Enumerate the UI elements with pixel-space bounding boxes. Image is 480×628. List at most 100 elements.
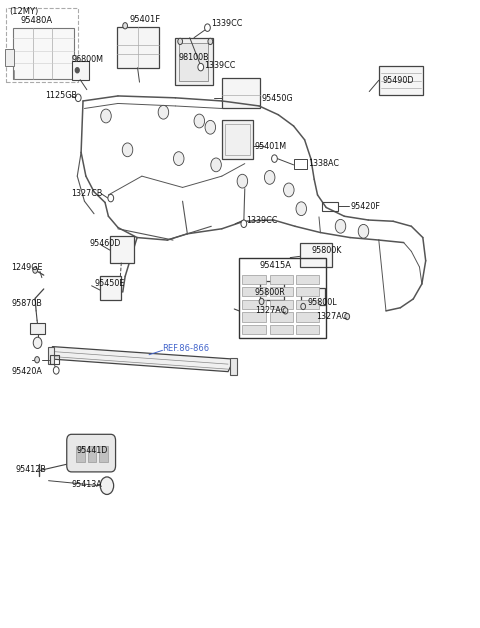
Bar	[110, 236, 134, 263]
Circle shape	[194, 114, 204, 128]
Bar	[100, 276, 121, 300]
Bar	[5, 49, 14, 67]
Text: 98100B: 98100B	[178, 53, 209, 62]
Circle shape	[122, 143, 133, 157]
Circle shape	[272, 155, 277, 163]
Bar	[296, 312, 319, 322]
Bar	[270, 312, 293, 322]
Text: 95420F: 95420F	[350, 202, 380, 211]
Circle shape	[35, 357, 39, 363]
Bar	[242, 325, 266, 334]
Text: 95450G: 95450G	[262, 94, 293, 103]
Circle shape	[108, 194, 114, 202]
Text: 95401M: 95401M	[254, 141, 287, 151]
Bar	[49, 355, 59, 364]
Circle shape	[123, 23, 128, 29]
Bar	[260, 281, 284, 300]
Bar	[270, 300, 293, 309]
Bar	[48, 347, 54, 364]
Polygon shape	[52, 347, 234, 372]
Circle shape	[335, 219, 346, 233]
Bar	[270, 325, 293, 334]
Text: 95413A: 95413A	[72, 480, 102, 489]
Circle shape	[53, 367, 59, 374]
Text: 1327CB: 1327CB	[72, 189, 103, 198]
Circle shape	[205, 121, 216, 134]
Text: 1327AC: 1327AC	[317, 312, 348, 321]
Bar	[72, 55, 76, 68]
Text: 95441D: 95441D	[76, 446, 108, 455]
Bar	[179, 43, 208, 81]
Bar	[239, 257, 326, 338]
Bar	[296, 287, 319, 296]
Bar	[294, 159, 307, 169]
Text: 95800L: 95800L	[307, 298, 336, 307]
Circle shape	[198, 63, 204, 71]
Text: 1249GE: 1249GE	[11, 263, 43, 272]
Bar	[230, 358, 237, 376]
Text: 95800R: 95800R	[254, 288, 285, 296]
Circle shape	[33, 337, 42, 349]
Bar	[296, 325, 319, 334]
Bar	[6, 8, 78, 82]
Text: 95800K: 95800K	[312, 246, 342, 254]
Text: 95480A: 95480A	[21, 16, 53, 25]
Bar	[242, 287, 266, 296]
Text: (12MY): (12MY)	[9, 8, 38, 16]
Bar	[242, 274, 266, 284]
Circle shape	[173, 152, 184, 166]
Text: 1338AC: 1338AC	[309, 159, 339, 168]
Bar	[296, 300, 319, 309]
Bar	[242, 300, 266, 309]
Circle shape	[283, 308, 288, 314]
Bar	[88, 446, 96, 462]
Circle shape	[33, 267, 37, 273]
Circle shape	[241, 220, 247, 227]
Text: REF.86-866: REF.86-866	[162, 344, 210, 353]
Bar	[117, 27, 158, 68]
Bar	[225, 124, 250, 155]
Circle shape	[264, 171, 275, 184]
Text: 1339CC: 1339CC	[204, 62, 236, 70]
Bar	[270, 287, 293, 296]
FancyBboxPatch shape	[67, 435, 116, 472]
Bar	[30, 323, 45, 334]
Circle shape	[75, 68, 79, 73]
Circle shape	[158, 106, 168, 119]
Bar	[76, 446, 85, 462]
Circle shape	[301, 303, 306, 310]
Circle shape	[237, 174, 248, 188]
Bar	[379, 66, 423, 95]
Bar	[99, 446, 108, 462]
Circle shape	[101, 109, 111, 123]
Bar	[296, 274, 319, 284]
Text: 1327AC: 1327AC	[255, 306, 287, 315]
Text: 95420A: 95420A	[11, 367, 42, 376]
Circle shape	[259, 298, 264, 305]
Bar	[222, 78, 260, 109]
Text: 95401F: 95401F	[130, 15, 161, 24]
Circle shape	[345, 313, 349, 320]
Circle shape	[100, 477, 114, 494]
Circle shape	[296, 202, 307, 215]
Text: 96800M: 96800M	[72, 55, 104, 64]
Circle shape	[178, 38, 182, 45]
Circle shape	[284, 183, 294, 197]
Bar	[222, 120, 253, 159]
Text: 95412B: 95412B	[15, 465, 46, 474]
Circle shape	[211, 158, 221, 172]
Bar	[300, 243, 332, 267]
Bar	[301, 288, 325, 305]
Bar	[242, 312, 266, 322]
Text: 1125GB: 1125GB	[45, 92, 77, 100]
Text: 95490D: 95490D	[383, 77, 414, 85]
Text: 95460D: 95460D	[89, 239, 120, 248]
Circle shape	[358, 224, 369, 238]
Bar	[72, 61, 89, 80]
Circle shape	[75, 94, 81, 102]
Bar	[12, 28, 74, 79]
Text: 95870B: 95870B	[11, 300, 42, 308]
Bar	[270, 274, 293, 284]
Text: 95450E: 95450E	[95, 279, 125, 288]
Text: 1339CC: 1339CC	[246, 215, 277, 224]
